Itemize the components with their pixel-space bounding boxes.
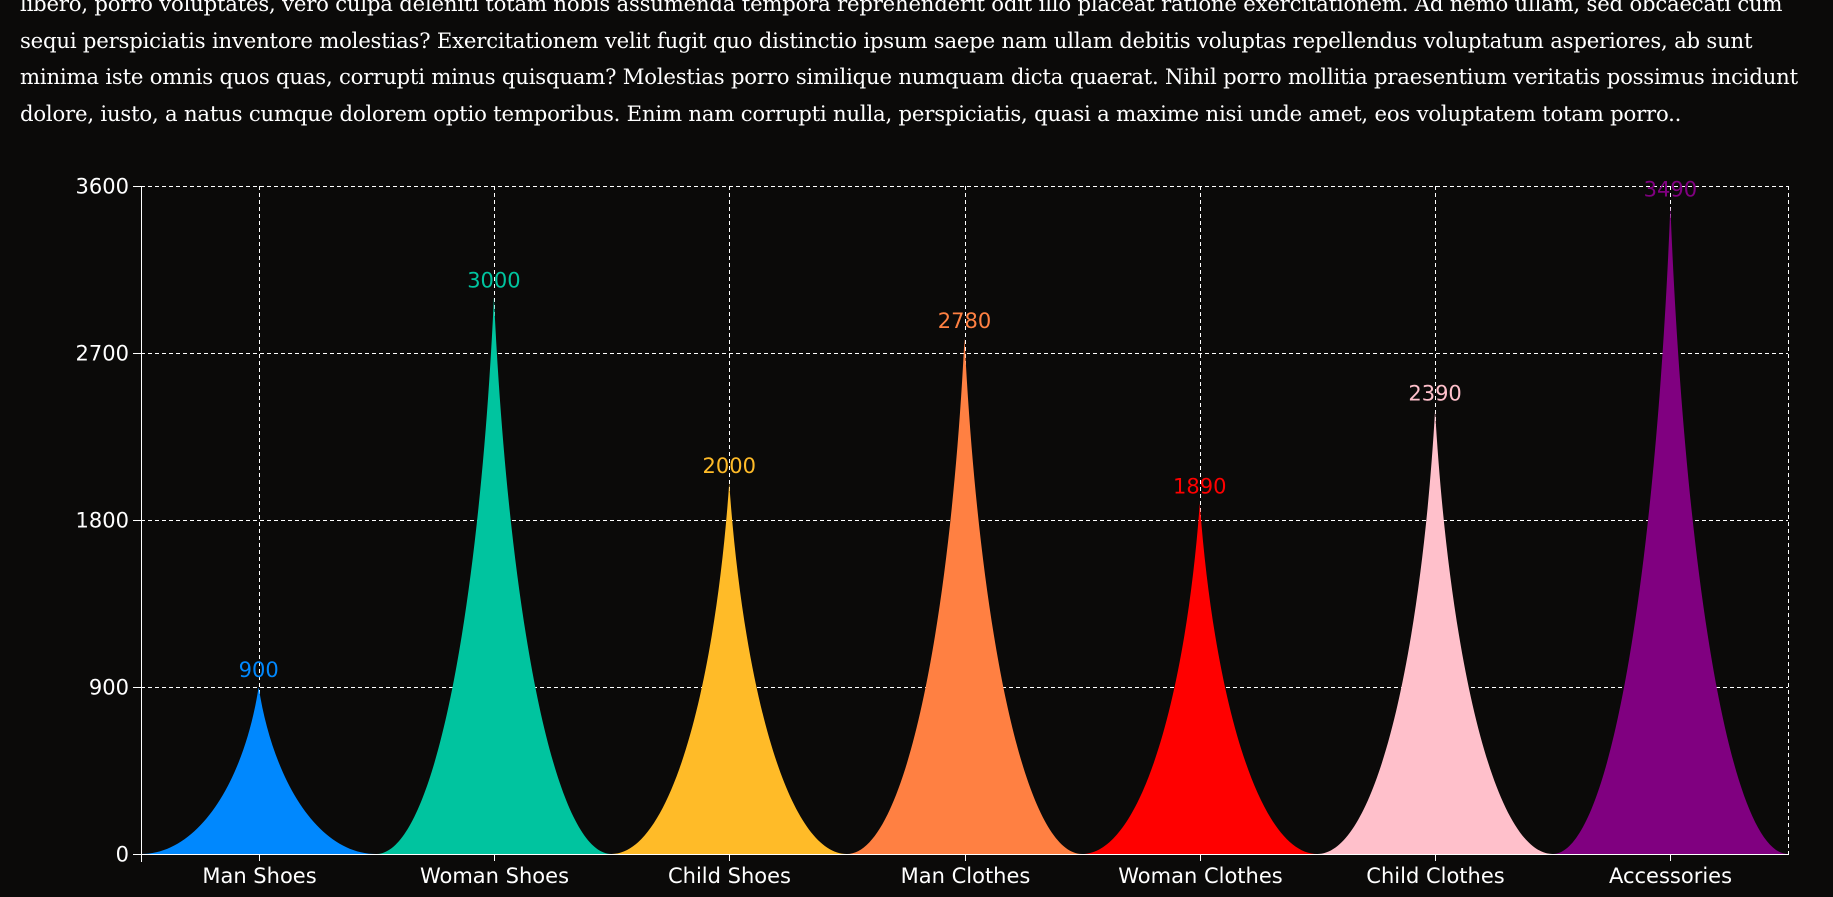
data-label: 2000 <box>702 454 755 478</box>
y-tick-label: 0 <box>116 843 129 867</box>
bar-woman-shoes <box>376 297 612 854</box>
bar-man-shoes <box>141 687 377 854</box>
data-label: 3490 <box>1644 177 1697 201</box>
labels: 0 900 1800 2700 3600 Man Shoes Woman Shoes Chil… <box>76 175 1732 889</box>
x-tick-label: Man Clothes <box>901 864 1031 888</box>
x-tick-label: Child Clothes <box>1366 864 1504 888</box>
bars <box>141 206 1788 855</box>
x-tick-label: Woman Shoes <box>420 864 569 888</box>
axes <box>133 186 1789 862</box>
data-label: 2780 <box>938 309 991 333</box>
x-tick-label: Accessories <box>1609 864 1732 888</box>
bar-woman-clothes <box>1082 503 1318 854</box>
bar-man-clothes <box>846 338 1083 855</box>
bar-child-clothes <box>1317 410 1553 854</box>
x-tick-label: Child Shoes <box>668 864 791 888</box>
data-label: 900 <box>239 658 279 682</box>
y-tick-label: 900 <box>89 676 129 700</box>
intro-paragraph: libero, porro voluptates, vero culpa del… <box>20 0 1798 126</box>
bar-child-shoes <box>611 482 847 854</box>
bar-accessories <box>1552 206 1788 854</box>
y-tick-label: 3600 <box>76 175 129 199</box>
y-tick-label: 2700 <box>76 342 129 366</box>
x-tick-label: Woman Clothes <box>1118 864 1282 888</box>
data-label: 1890 <box>1173 474 1226 498</box>
y-tick-label: 1800 <box>76 509 129 533</box>
x-tick-label: Man Shoes <box>202 864 316 888</box>
data-label: 3000 <box>467 268 520 292</box>
data-label: 2390 <box>1408 382 1461 406</box>
